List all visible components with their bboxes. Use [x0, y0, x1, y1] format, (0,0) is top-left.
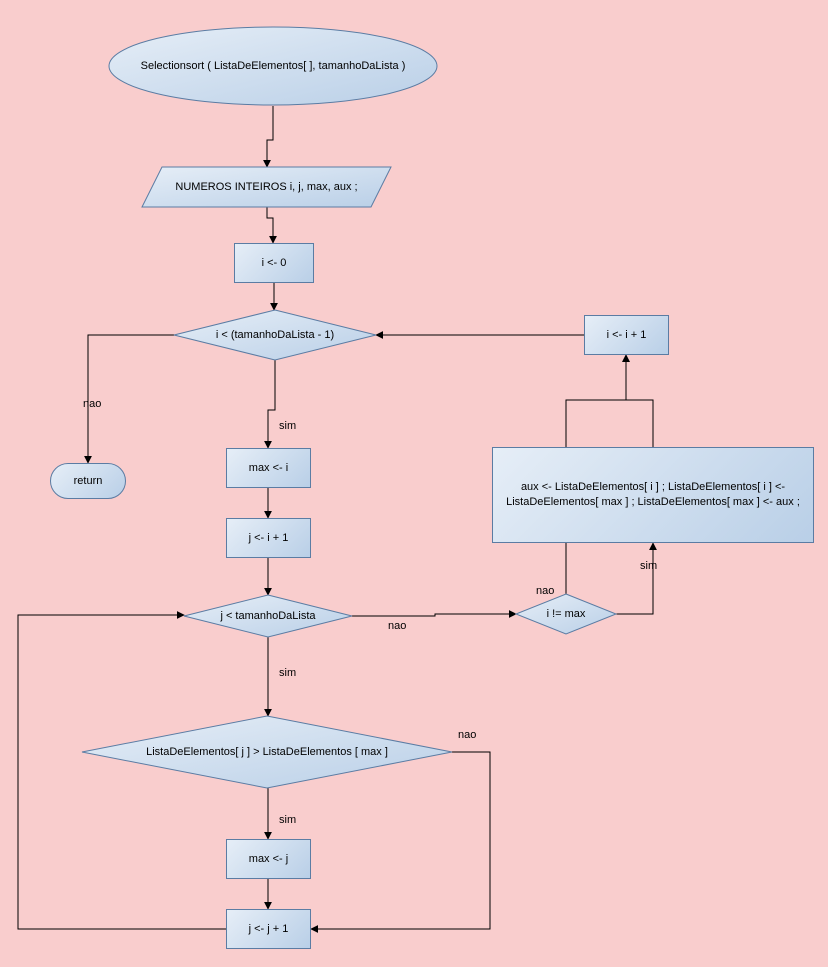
node-start: [108, 26, 438, 106]
node-maxj: max <- j: [226, 839, 311, 879]
node-j-i1: j <- i + 1: [226, 518, 311, 558]
edge-label-sim-3: sim: [279, 814, 296, 826]
node-j-j1: j <- j + 1: [226, 909, 311, 949]
edge-label-sim-4: sim: [640, 560, 657, 572]
node-cond-j: [184, 595, 352, 637]
node-swap: aux <- ListaDeElementos[ i ] ; ListaDeEl…: [492, 447, 814, 543]
edge-label-nao-1: nao: [83, 398, 101, 410]
node-cond-el: [82, 716, 452, 788]
edge-label-nao-3: nao: [458, 729, 476, 741]
node-decl: [142, 167, 391, 207]
node-i-i1: i <- i + 1: [584, 315, 669, 355]
flowchart-canvas: Selectionsort ( ListaDeElementos[ ], tam…: [0, 0, 828, 967]
node-cond-im: [516, 594, 616, 634]
node-maxi: max <- i: [226, 448, 311, 488]
node-cond-i: [174, 310, 376, 360]
edge-label-sim-2: sim: [279, 667, 296, 679]
node-i0: i <- 0: [234, 243, 314, 283]
edge-label-sim-1: sim: [279, 420, 296, 432]
edge-label-nao-4: nao: [536, 585, 554, 597]
node-return: return: [50, 463, 126, 499]
edge-label-nao-2: nao: [388, 620, 406, 632]
